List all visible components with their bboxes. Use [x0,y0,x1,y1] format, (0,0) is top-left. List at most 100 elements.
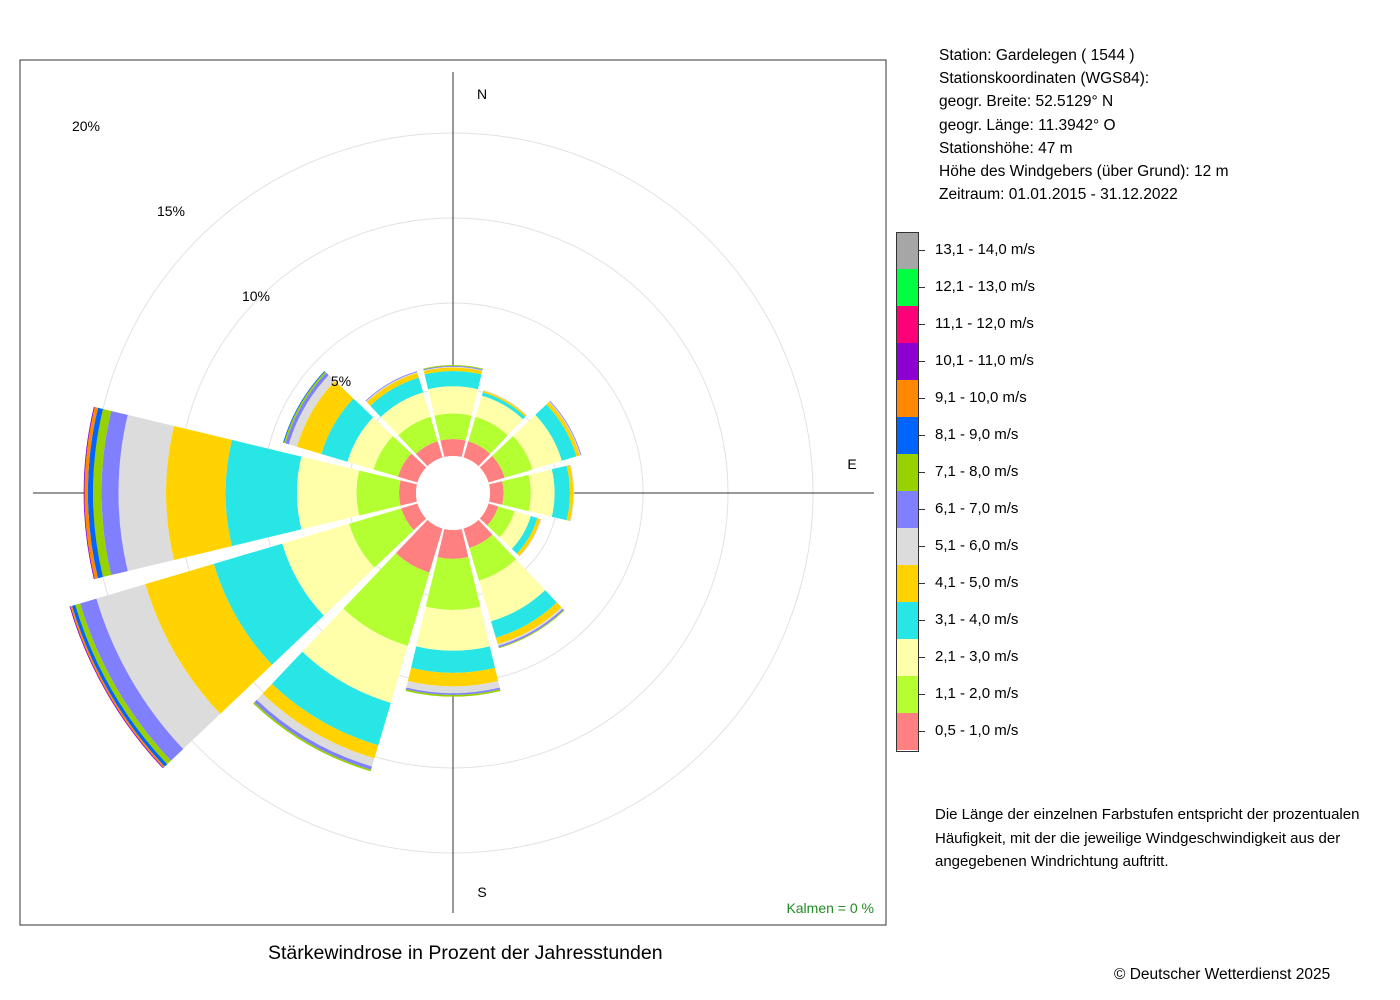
legend-tick [919,324,925,325]
sector-270deg-speed-7 [101,410,128,576]
sector-330deg-speed-2 [398,416,438,454]
legend-tick [919,435,925,436]
sector-120deg-speed-4 [511,516,538,554]
legend-swatch [896,306,919,343]
sector-240deg-speed-2 [349,508,414,568]
sector-N-speed-1 [440,438,466,458]
sector-30deg-speed-2 [468,416,508,454]
sector-60deg-speed-2 [492,435,533,478]
legend-item: 10,1 - 11,0 m/s [895,343,1195,380]
sector-300deg-speed-7 [285,372,329,445]
sector-210deg-speed-4 [271,651,391,746]
sector-E-speed-3 [528,469,555,517]
sector-E-speed-5 [566,464,574,522]
legend-tick [919,472,925,473]
station-name: Station: Gardelegen ( 1544 ) [939,47,1135,64]
sector-210deg-speed-7 [254,699,372,770]
legend-tick [919,620,925,621]
ring-label-10: 10% [242,288,270,304]
legend-tick [919,657,925,658]
sector-120deg-speed-2 [487,506,515,538]
sector-N-speed-7 [423,365,483,371]
sector-S-speed-3 [416,606,490,651]
sector-N-speed-4 [424,370,482,390]
sector-240deg-speed-4 [213,543,324,665]
sector-S-speed-4 [411,646,495,673]
legend-swatch [896,528,919,565]
sector-60deg-speed-3 [513,414,562,470]
sector-300deg-speed-3 [347,417,393,470]
sector-300deg-speed-4 [321,398,374,462]
legend-swatch [896,491,919,528]
sector-150deg-speed-4 [491,590,557,638]
sector-60deg-speed-4 [535,404,577,461]
legend-tick [919,546,925,547]
sector-270deg-speed-6 [118,414,175,572]
legend-label: 11,1 - 12,0 m/s [935,315,1034,332]
sector-330deg-speed-3 [380,392,431,436]
ring-label-15: 15% [157,203,185,219]
sector-330deg-speed-5 [366,372,419,406]
legend-item: 2,1 - 3,0 m/s [895,639,1195,676]
legend-item: 12,1 - 13,0 m/s [895,269,1195,306]
legend-label: 0,5 - 1,0 m/s [935,722,1019,739]
legend-label: 6,1 - 7,0 m/s [935,500,1019,517]
legend-swatch [896,269,919,306]
legend-label: 7,1 - 8,0 m/s [935,463,1019,480]
legend-label: 13,1 - 14,0 m/s [935,241,1036,258]
compass-label-south: S [477,884,486,900]
ring-label-20: 20% [72,118,100,134]
sector-210deg-speed-2 [343,553,430,646]
legend-item: 3,1 - 4,0 m/s [895,602,1195,639]
legend-label: 8,1 - 9,0 m/s [935,426,1019,443]
sector-120deg-speed-3 [499,511,531,549]
sector-300deg-speed-5 [296,380,354,454]
legend-swatch [896,232,919,269]
ring-label-5: 5% [331,373,351,389]
sector-S-speed-5 [407,667,499,687]
sector-270deg-speed-4 [225,439,302,547]
sector-150deg-speed-3 [478,559,546,622]
legend-label: 1,1 - 2,0 m/s [935,685,1019,702]
sector-240deg-speed-8 [75,603,171,765]
legend-item: 4,1 - 5,0 m/s [895,565,1195,602]
sector-120deg-speed-1 [479,503,499,526]
sector-270deg-speed-1 [398,480,418,506]
sector-300deg-speed-1 [397,453,427,483]
legend-label: 2,1 - 3,0 m/s [935,648,1019,665]
compass-label-north: N [477,86,487,102]
legend-label: 3,1 - 4,0 m/s [935,611,1019,628]
anemometer-height: Höhe des Windgebers (über Grund): 12 m [939,163,1229,181]
legend-swatch [896,713,919,750]
sector-N-speed-2 [434,413,472,441]
calm-center [416,456,490,530]
legend-swatch [896,602,919,639]
legend-tick [919,287,925,288]
chart-caption: Stärkewindrose in Prozent der Jahresstun… [268,942,663,964]
sector-N-speed-6 [423,366,483,372]
sector-30deg-speed-5 [482,390,527,417]
sector-240deg-speed-7 [80,598,184,761]
calm-value: Kalmen = 0 % [786,900,874,916]
sector-S-speed-7 [405,687,501,695]
station-info: Station: Gardelegen ( 1544 ) Stationskoo… [939,44,1228,206]
sector-270deg-speed-8 [93,408,112,578]
sector-330deg-speed-4 [370,377,424,417]
sector-150deg-speed-2 [469,534,516,581]
station-coords-heading: Stationskoordinaten (WGS84): [939,70,1150,88]
sector-210deg-speed-5 [262,683,379,759]
sector-300deg-speed-2 [373,435,412,477]
legend-label: 5,1 - 6,0 m/s [935,537,1019,554]
sector-N-speed-8 [423,365,483,370]
sector-210deg-speed-1 [395,519,443,573]
sector-N-speed-5 [423,367,483,375]
sector-30deg-speed-3 [475,395,523,436]
sector-270deg-speed-3 [296,456,360,530]
legend-label: 9,1 - 10,0 m/s [935,389,1027,406]
plot-frame [19,59,887,926]
station-longitude: geogr. Länge: 11.3942° O [939,116,1116,134]
station-elevation: Stationshöhe: 47 m [939,139,1073,157]
legend-label: 10,1 - 11,0 m/s [935,352,1034,369]
legend-tick [919,583,925,584]
